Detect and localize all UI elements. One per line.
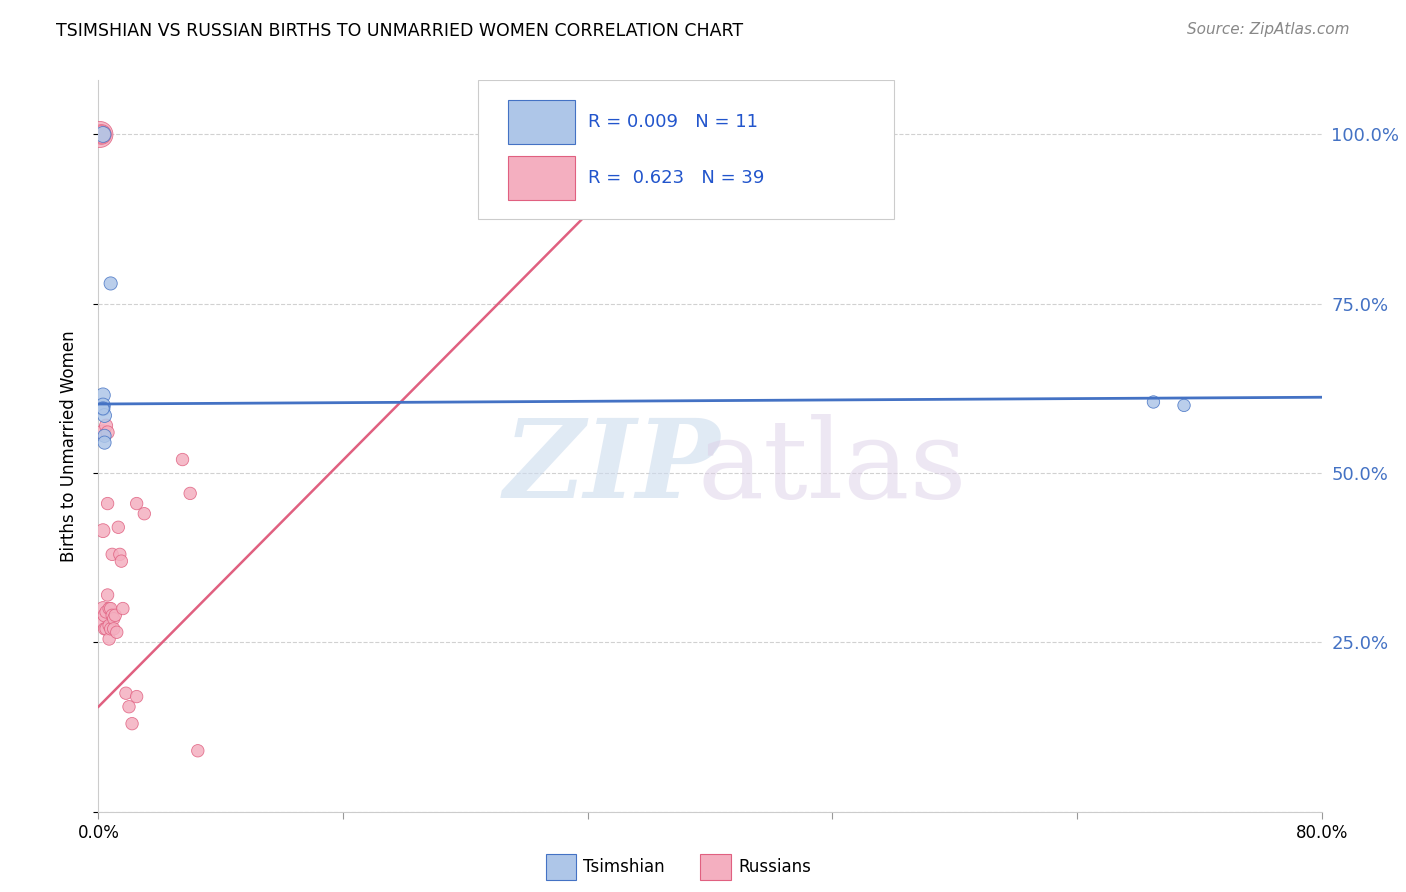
Point: [101, 547, 124, 561]
Point: [110, 554, 132, 568]
Bar: [508, 100, 575, 144]
Point: [97, 497, 120, 511]
Point: [115, 686, 138, 700]
Point: [98, 632, 121, 646]
Point: [125, 690, 148, 704]
Y-axis label: Births to Unmarried Women: Births to Unmarried Women: [59, 330, 77, 562]
Point: [93, 435, 115, 450]
Point: [100, 622, 122, 636]
Point: [93, 608, 115, 623]
Point: [103, 622, 125, 636]
Point: [118, 699, 141, 714]
Point: [90, 128, 112, 142]
Text: R = 0.009   N = 11: R = 0.009 N = 11: [588, 113, 758, 131]
Point: [187, 744, 209, 758]
Point: [93, 429, 115, 443]
Text: Russians: Russians: [738, 858, 811, 876]
Text: R =  0.623   N = 39: R = 0.623 N = 39: [588, 169, 763, 187]
Point: [91, 601, 114, 615]
Text: Source: ZipAtlas.com: Source: ZipAtlas.com: [1187, 22, 1350, 37]
Point: [107, 520, 129, 534]
Point: [134, 507, 156, 521]
Point: [97, 588, 120, 602]
Point: [90, 128, 112, 142]
Point: [98, 601, 121, 615]
FancyBboxPatch shape: [478, 80, 894, 219]
Point: [89, 128, 111, 142]
Text: atlas: atlas: [697, 415, 967, 522]
Point: [100, 601, 122, 615]
Point: [91, 615, 114, 629]
Point: [121, 716, 143, 731]
Point: [94, 605, 117, 619]
Point: [179, 486, 201, 500]
Point: [93, 622, 115, 636]
Point: [91, 128, 114, 142]
Point: [97, 425, 120, 440]
Point: [108, 547, 131, 561]
Point: [94, 622, 117, 636]
Point: [1142, 395, 1164, 409]
Text: ZIP: ZIP: [503, 414, 720, 522]
Point: [91, 401, 114, 416]
Point: [125, 497, 148, 511]
Point: [111, 601, 134, 615]
Point: [91, 524, 114, 538]
Point: [104, 608, 127, 623]
Point: [93, 409, 115, 423]
Point: [1173, 398, 1195, 412]
Text: Tsimshian: Tsimshian: [583, 858, 665, 876]
Point: [91, 398, 114, 412]
Point: [91, 388, 114, 402]
Point: [101, 608, 124, 623]
Point: [91, 401, 114, 416]
Point: [100, 277, 122, 291]
Point: [103, 612, 125, 626]
Point: [98, 618, 121, 632]
Bar: [508, 156, 575, 200]
Point: [94, 418, 117, 433]
Point: [91, 425, 114, 440]
Point: [172, 452, 194, 467]
Text: TSIMSHIAN VS RUSSIAN BIRTHS TO UNMARRIED WOMEN CORRELATION CHART: TSIMSHIAN VS RUSSIAN BIRTHS TO UNMARRIED…: [56, 22, 744, 40]
Point: [105, 625, 128, 640]
